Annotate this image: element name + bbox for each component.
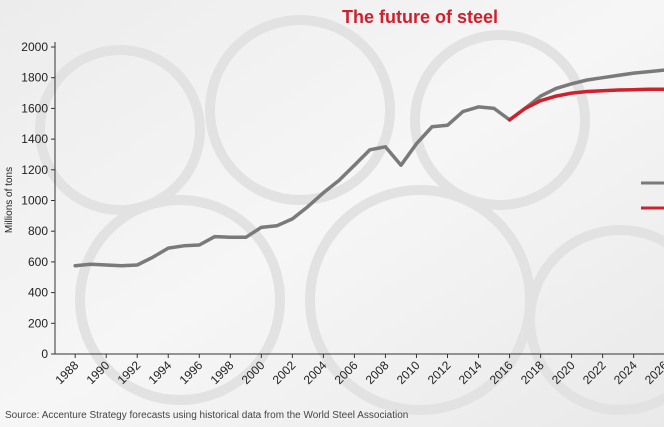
data-line [73,68,664,268]
y-tick-label: 400 [28,286,48,300]
y-tick-label: 200 [28,316,48,330]
chart-title: The future of steel [342,7,498,27]
y-tick-label: 600 [28,255,48,269]
y-tick-label: 1600 [21,101,48,115]
y-tick-label: 1400 [21,132,48,146]
y-tick-label: 1200 [21,163,48,177]
source-note: Source: Accenture Strategy forecasts usi… [5,410,408,421]
y-axis-label: Millions of tons [4,167,15,233]
background-coils [35,15,664,415]
y-tick-label: 1000 [21,194,48,208]
data-line [507,87,664,122]
y-tick-label: 2000 [21,40,48,54]
y-tick-label: 1800 [21,71,48,85]
y-tick-label: 800 [28,224,48,238]
y-tick-label: 0 [41,347,48,361]
